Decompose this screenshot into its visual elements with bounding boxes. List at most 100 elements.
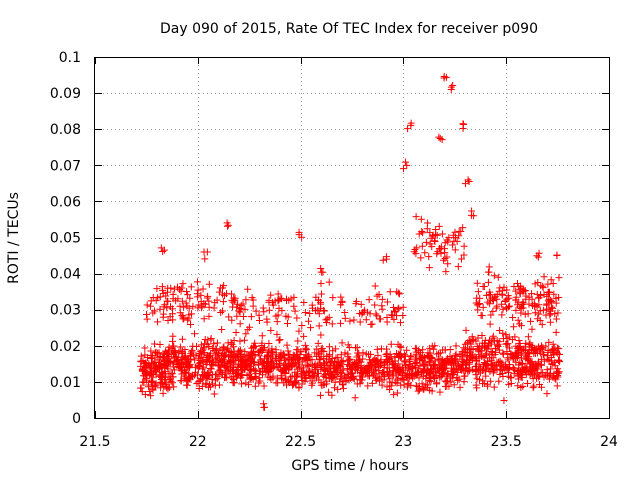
data-point: [278, 367, 286, 375]
data-point: [426, 359, 434, 367]
data-point: [382, 255, 390, 263]
data-point: [171, 349, 179, 357]
data-point: [240, 353, 248, 361]
data-point: [530, 366, 538, 374]
data-point: [504, 356, 512, 364]
plot-frame: [94, 57, 610, 419]
data-point: [378, 305, 386, 313]
data-point: [521, 351, 529, 359]
data-point: [419, 346, 427, 354]
data-point: [169, 290, 177, 298]
data-point: [468, 333, 476, 341]
data-point: [553, 382, 561, 390]
data-point: [251, 339, 259, 347]
data-point: [354, 363, 362, 371]
data-point: [441, 365, 449, 373]
data-point: [414, 382, 422, 390]
data-point: [265, 306, 273, 314]
data-point: [455, 232, 463, 240]
data-point: [169, 310, 177, 318]
data-point: [175, 348, 183, 356]
data-point: [395, 290, 403, 298]
data-point: [347, 365, 355, 373]
data-point: [249, 302, 257, 310]
data-point: [487, 347, 495, 355]
data-point: [383, 314, 391, 322]
data-point: [205, 343, 213, 351]
data-point: [513, 344, 521, 352]
data-point: [193, 278, 201, 286]
data-point: [536, 372, 544, 380]
data-point: [233, 370, 241, 378]
data-point: [167, 377, 175, 385]
data-point: [393, 389, 401, 397]
data-point: [330, 384, 338, 392]
data-point: [236, 347, 244, 355]
data-point: [465, 364, 473, 372]
data-point: [484, 278, 492, 286]
data-point: [492, 304, 500, 312]
data-point: [387, 311, 395, 319]
x-axis-label: GPS time / hours: [291, 458, 408, 474]
data-point: [204, 383, 212, 391]
data-point: [236, 352, 244, 360]
data-point: [556, 358, 564, 366]
data-point: [227, 358, 235, 366]
data-point: [228, 316, 236, 324]
data-point: [147, 297, 155, 305]
data-point: [395, 304, 403, 312]
data-point: [418, 368, 426, 376]
data-point: [198, 304, 206, 312]
data-point: [381, 372, 389, 380]
data-point: [393, 312, 401, 320]
data-point: [194, 286, 202, 294]
y-tick-label: 0.05: [50, 231, 81, 247]
data-point: [524, 310, 532, 318]
x-tick-label: 22: [189, 434, 207, 450]
data-point: [412, 358, 420, 366]
data-point: [226, 369, 234, 377]
data-point: [554, 309, 562, 317]
data-point: [521, 310, 529, 318]
data-point: [337, 293, 345, 301]
data-point: [138, 388, 146, 396]
data-point: [390, 304, 398, 312]
data-point: [415, 365, 423, 373]
data-point: [502, 304, 510, 312]
data-point: [240, 312, 248, 320]
data-point: [536, 292, 544, 300]
data-point: [188, 346, 196, 354]
data-point: [514, 301, 522, 309]
data-point: [481, 343, 489, 351]
data-point: [232, 328, 240, 336]
data-point: [212, 345, 220, 353]
data-point: [540, 357, 548, 365]
data-point: [478, 331, 486, 339]
data-point: [167, 303, 175, 311]
data-point: [185, 375, 193, 383]
data-point: [151, 340, 159, 348]
data-point: [464, 176, 472, 184]
data-point: [535, 301, 543, 309]
data-point: [531, 280, 539, 288]
data-point: [401, 352, 409, 360]
data-point: [365, 296, 373, 304]
data-point: [552, 295, 560, 303]
data-point: [371, 301, 379, 309]
data-point: [205, 312, 213, 320]
data-point: [249, 358, 257, 366]
data-point: [403, 383, 411, 391]
data-point: [406, 357, 414, 365]
data-point: [438, 136, 446, 144]
data-point: [491, 345, 499, 353]
data-point: [515, 375, 523, 383]
data-point: [517, 383, 525, 391]
data-point: [339, 384, 347, 392]
data-point: [482, 350, 490, 358]
data-point: [517, 367, 525, 375]
data-point: [315, 310, 323, 318]
data-point: [454, 263, 462, 271]
data-point: [503, 348, 511, 356]
data-point: [293, 372, 301, 380]
data-point: [495, 358, 503, 366]
